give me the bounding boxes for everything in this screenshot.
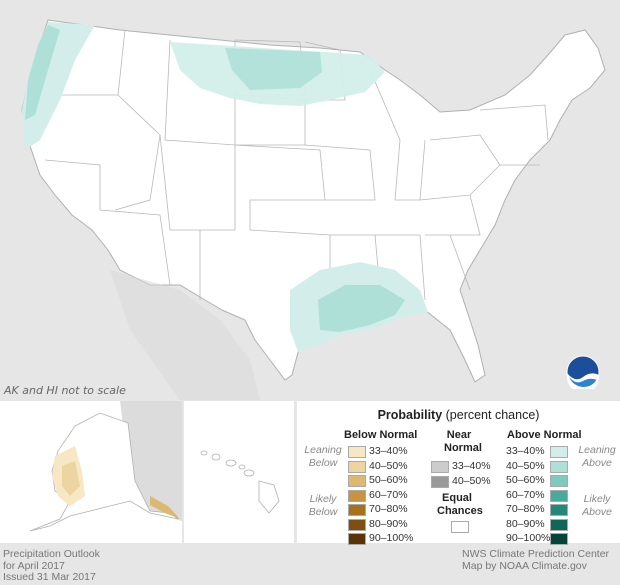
likely-below-1: Likely — [309, 493, 337, 505]
outlook-title: Precipitation Outlook — [3, 548, 100, 560]
above-normal-swatch — [550, 533, 568, 545]
above-normal-swatch — [550, 460, 568, 473]
near-title-1: Near — [446, 429, 472, 441]
likely-above-2: Above — [582, 506, 612, 518]
below-normal-swatch — [348, 446, 366, 458]
legend-title-bold: Probability — [377, 408, 443, 422]
leaning-below-label: Leaning Below — [303, 444, 343, 470]
equal-2: Chances — [437, 505, 483, 517]
legend-title-rest: (percent chance) — [442, 408, 540, 422]
above-normal-label: 90–100% — [506, 532, 551, 544]
below-normal-swatch — [348, 489, 366, 502]
likely-above-1: Likely — [583, 493, 611, 505]
below-normal-label: 70–80% — [369, 503, 408, 515]
footer-left: Precipitation Outlook for April 2017 Iss… — [3, 548, 100, 584]
hawaii-inset — [184, 401, 294, 543]
alaska-panhandle-below — [150, 496, 180, 519]
above-normal-swatch — [550, 489, 568, 502]
conus-map — [21, 19, 606, 400]
leaning-above-label: Leaning Above — [575, 444, 619, 470]
outlook-period: for April 2017 — [3, 559, 65, 572]
mexico-region — [110, 270, 260, 400]
near-normal-label: 33–40% — [452, 460, 491, 472]
us-land — [21, 19, 606, 383]
below-normal-label: 60–70% — [369, 488, 408, 501]
likely-above-label: Likely Above — [575, 493, 619, 519]
alaska-inset — [0, 401, 182, 543]
below-normal-label: 33–40% — [369, 445, 408, 457]
canada-land — [120, 401, 182, 521]
equal-chances-swatch — [451, 521, 469, 533]
above-normal-swatch — [550, 475, 568, 487]
above-normal-label: 80–90% — [506, 517, 545, 530]
near-title-2: Normal — [444, 442, 482, 454]
near-normal-swatch — [431, 475, 449, 488]
above-normal-label: 40–50% — [506, 459, 545, 472]
above-normal-header: Above Normal — [507, 429, 582, 441]
equal-1: Equal — [442, 492, 472, 504]
above-likely-pnw — [25, 25, 60, 120]
below-normal-label: 80–90% — [369, 517, 408, 530]
below-normal-label: 40–50% — [369, 459, 408, 472]
above-normal-swatch — [550, 446, 568, 458]
alaska-below-likely — [62, 461, 80, 496]
legend: Probability (percent chance) Below Norma… — [297, 401, 620, 545]
above-normal-label: 33–40% — [506, 445, 545, 457]
above-normal-label: 50–60% — [506, 474, 545, 486]
above-normal-swatch — [550, 518, 568, 531]
equal-chances-label: Equal Chances — [437, 492, 483, 518]
below-normal-swatch — [348, 460, 366, 473]
scale-note: AK and HI not to scale — [4, 384, 126, 397]
below-normal-header: Below Normal — [344, 429, 418, 441]
noaa-logo — [566, 355, 600, 393]
near-normal-label: 40–50% — [452, 474, 491, 487]
leaning-above-1: Leaning — [578, 444, 616, 456]
issue-date: Issued 31 Mar 2017 — [3, 571, 96, 583]
likely-below-label: Likely Below — [303, 493, 343, 519]
legend-title: Probability (percent chance) — [297, 408, 620, 422]
below-normal-label: 90–100% — [369, 532, 414, 544]
below-normal-swatch — [348, 518, 366, 531]
near-normal-header: Near Normal — [444, 429, 482, 455]
leaning-below-1: Leaning — [304, 444, 342, 456]
leaning-below-2: Below — [308, 457, 338, 469]
above-likely-north — [225, 48, 322, 90]
near-normal-swatch — [431, 461, 449, 473]
below-normal-label: 50–60% — [369, 474, 408, 486]
source-credit: NWS Climate Prediction Center — [462, 548, 610, 560]
below-normal-swatch — [348, 504, 366, 516]
above-normal-swatch — [550, 504, 568, 516]
above-likely-gulf — [318, 285, 405, 332]
map-credit: Map by NOAA Climate.gov — [462, 559, 587, 572]
footer-right: NWS Climate Prediction Center Map by NOA… — [462, 548, 610, 572]
above-normal-label: 70–80% — [506, 503, 545, 515]
above-normal-label: 60–70% — [506, 488, 545, 501]
below-normal-swatch — [348, 475, 366, 487]
below-normal-swatch — [348, 533, 366, 545]
leaning-above-2: Above — [582, 457, 612, 469]
likely-below-2: Below — [308, 506, 338, 518]
